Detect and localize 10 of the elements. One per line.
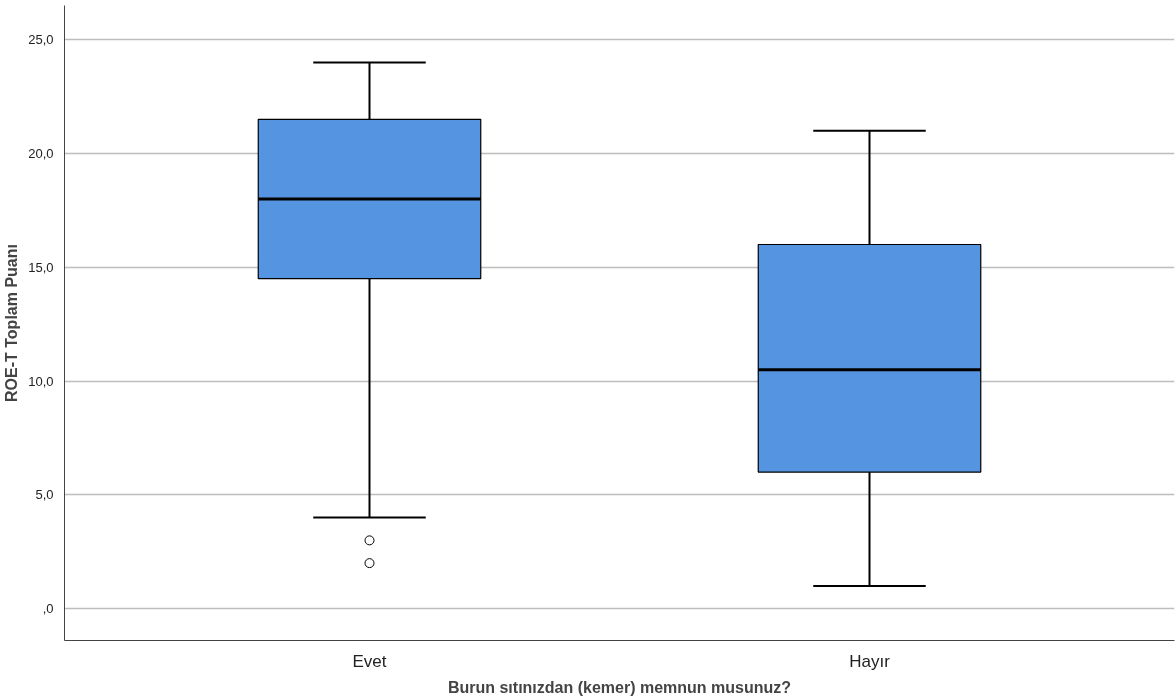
y-tick-label: 15,0	[28, 259, 54, 275]
x-axis-title: Burun sıtınızdan (kemer) memnun musunuz?	[447, 678, 792, 696]
x-tick-label: Evet	[352, 651, 387, 671]
x-tick-label: Hayır	[849, 651, 891, 671]
y-axis-title: ROE-T Toplam Puanı	[3, 244, 21, 402]
y-tick-label: 5,0	[35, 487, 54, 503]
y-tick-label: 10,0	[28, 373, 54, 389]
y-tick-label: 25,0	[28, 32, 54, 48]
y-tick-label: 20,0	[28, 145, 54, 161]
y-tick-label: ,0	[42, 601, 54, 617]
